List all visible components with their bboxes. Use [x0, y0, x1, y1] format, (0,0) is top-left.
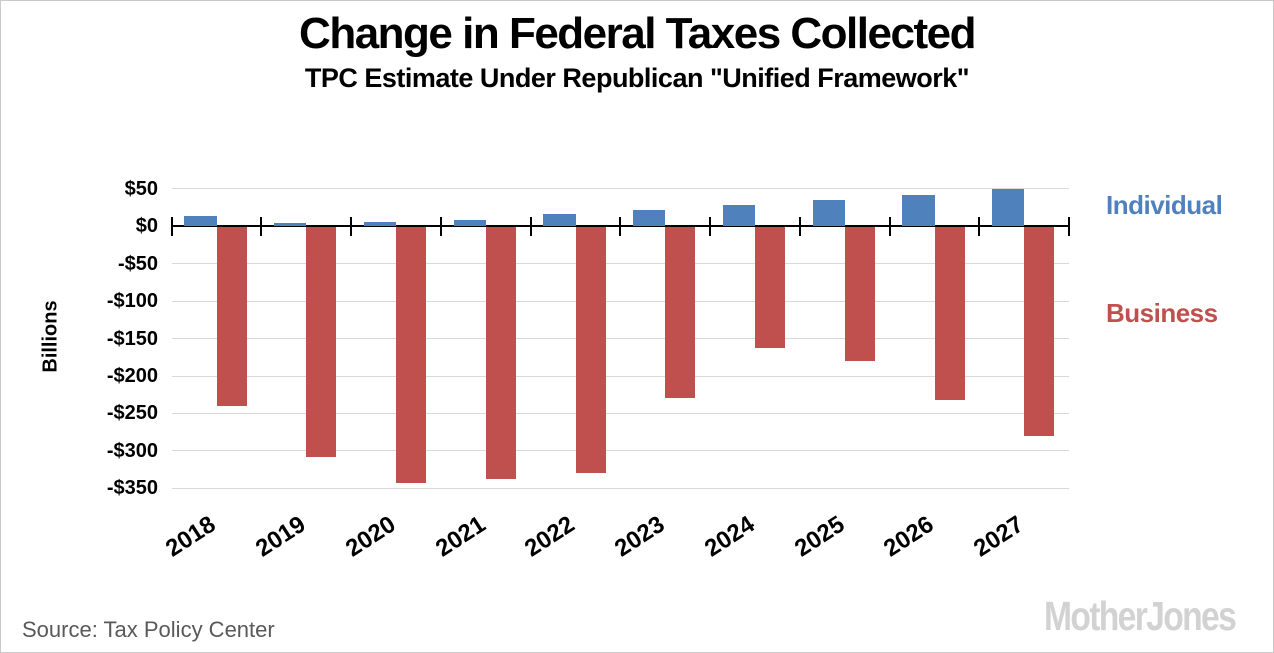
y-tick-label: -$150 — [106, 327, 158, 350]
y-tick-label: -$300 — [106, 439, 158, 462]
gridline--$250 — [171, 412, 1069, 414]
axis-tick — [350, 216, 352, 236]
bar-individual-2024 — [722, 204, 756, 227]
legend-label-individual: Individual — [1106, 190, 1223, 220]
bar-individual-2027 — [992, 188, 1025, 227]
axis-tick — [888, 216, 891, 236]
bar-business-2019 — [306, 227, 337, 457]
axis-tick — [798, 216, 801, 236]
y-tick-label: -$100 — [106, 290, 158, 313]
bar-individual-2018 — [184, 215, 217, 227]
axis-tick — [529, 216, 532, 236]
x-tick-label-2019: 2019 — [251, 510, 311, 563]
bar-individual-2025 — [812, 200, 845, 227]
x-tick-label-2020: 2020 — [340, 510, 401, 563]
axis-tick — [260, 216, 263, 236]
gridline--$50 — [171, 263, 1069, 265]
bar-individual-2022 — [543, 214, 576, 227]
y-tick-label: -$350 — [106, 477, 158, 500]
x-tick-label-2023: 2023 — [610, 510, 670, 563]
y-axis-title: Billions — [39, 300, 62, 373]
bar-business-2022 — [575, 227, 606, 474]
y-tick-label: -$250 — [106, 402, 158, 425]
bar-business-2027 — [1024, 227, 1055, 436]
chart-title: Change in Federal Taxes Collected — [299, 9, 976, 58]
y-tick-label: -$200 — [106, 365, 158, 388]
x-tick-label-2026: 2026 — [879, 510, 939, 563]
bar-business-2018 — [216, 227, 247, 406]
x-tick-label-2024: 2024 — [699, 510, 760, 563]
bar-business-2021 — [485, 227, 516, 480]
x-tick-label-2025: 2025 — [789, 510, 850, 563]
axis-tick — [170, 216, 173, 236]
gridline--$350 — [171, 487, 1069, 489]
bar-individual-2020 — [363, 221, 397, 227]
bar-business-2020 — [396, 227, 427, 484]
bar-individual-2021 — [453, 219, 486, 227]
gridline--$200 — [171, 375, 1069, 377]
x-tick-label-2018: 2018 — [161, 510, 221, 563]
bar-individual-2019 — [274, 222, 307, 227]
bar-individual-2023 — [633, 209, 666, 227]
x-tick-label-2022: 2022 — [520, 510, 580, 563]
bar-individual-2026 — [902, 194, 935, 227]
x-tick-label-2021: 2021 — [430, 510, 491, 563]
y-tick-label: $50 — [124, 177, 158, 200]
bar-business-2026 — [934, 227, 965, 400]
gridline--$300 — [171, 450, 1069, 452]
gridline--$100 — [171, 300, 1069, 302]
chart-subtitle: TPC Estimate Under Republican "Unified F… — [304, 63, 970, 93]
gridline--$150 — [171, 338, 1069, 340]
gridline-$50 — [171, 188, 1069, 190]
bar-business-2024 — [755, 227, 786, 348]
x-tick-label-2027: 2027 — [969, 510, 1029, 563]
axis-tick — [619, 216, 622, 236]
axis-tick — [978, 216, 981, 236]
axis-tick — [439, 216, 442, 236]
axis-tick — [709, 216, 711, 236]
motherjones-logo: MotherJones — [1043, 593, 1237, 639]
bar-business-2023 — [665, 227, 696, 399]
source-note: Source: Tax Policy Center — [22, 617, 275, 642]
y-tick-label: $0 — [135, 215, 158, 238]
y-tick-label: -$50 — [117, 252, 158, 275]
bar-business-2025 — [844, 227, 875, 362]
axis-tick — [1068, 216, 1070, 236]
legend-label-business: Business — [1106, 298, 1218, 328]
